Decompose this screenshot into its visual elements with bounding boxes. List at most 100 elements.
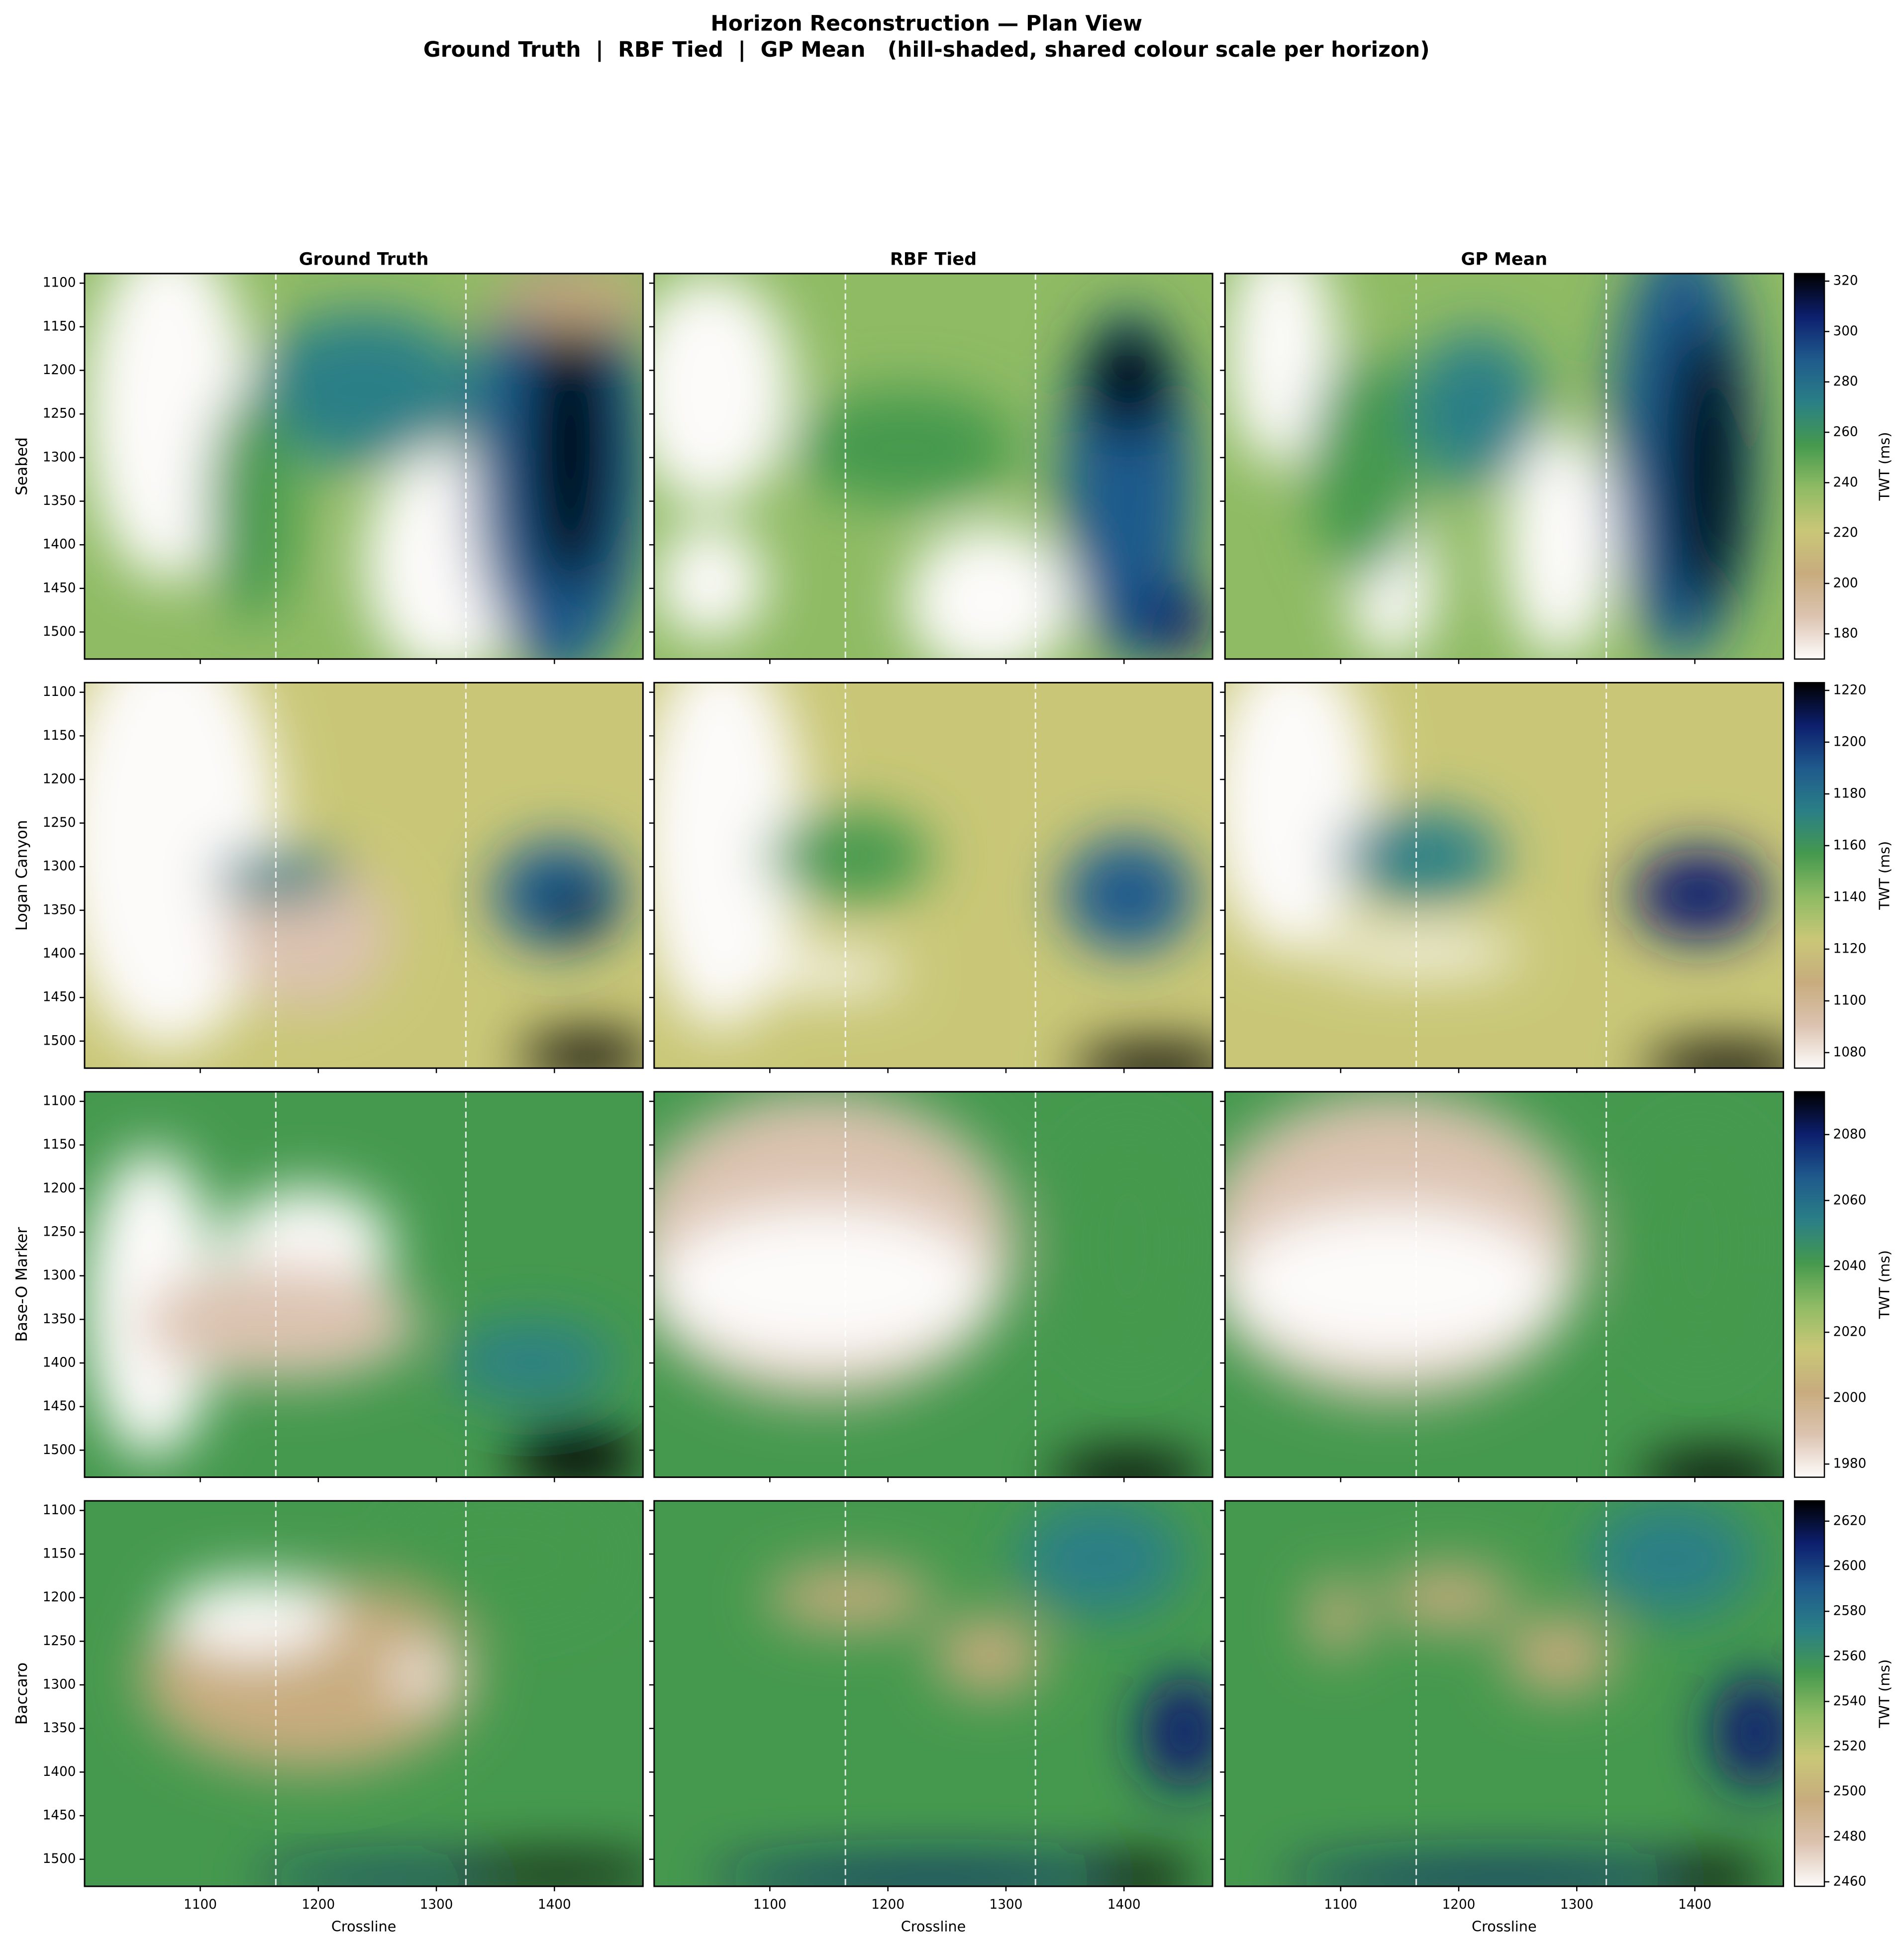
- y-tick-label: 1500: [43, 624, 76, 639]
- heatmap-blob: [447, 1859, 643, 1887]
- x-tick-label: 1400: [538, 1897, 571, 1912]
- heatmap-blob: [1409, 331, 1543, 486]
- colorbar-tick-label: 1100: [1833, 993, 1867, 1008]
- heatmap-blob: [252, 312, 476, 467]
- colorbar-tick-label: 240: [1833, 475, 1858, 490]
- map-panel: [654, 1091, 1213, 1477]
- y-tick-label: 1150: [43, 319, 76, 334]
- panel-frame: [1224, 273, 1785, 660]
- colorbar-tick-label: 1120: [1833, 941, 1867, 956]
- row-label: Logan Canyon: [13, 820, 31, 931]
- panel-frame: [1224, 1500, 1785, 1887]
- heatmap-blob: [1084, 323, 1174, 440]
- colorbar-tick-label: 2520: [1833, 1739, 1867, 1754]
- heatmap-blob: [1504, 1616, 1616, 1694]
- heatmap-texture: [654, 682, 1213, 1069]
- x-tick-label: 1300: [1560, 1897, 1594, 1912]
- colorbar-tick-label: 2460: [1833, 1874, 1867, 1889]
- panel-frame: [653, 682, 1213, 1069]
- y-tick-label: 1250: [43, 406, 76, 421]
- y-tick-label: 1250: [43, 1634, 76, 1649]
- colorbar-tick-label: 1200: [1833, 734, 1867, 749]
- colorbar-tick-label: 2600: [1833, 1558, 1867, 1573]
- y-tick-label: 1500: [43, 1851, 76, 1866]
- colorbar-tick-label: 2040: [1833, 1259, 1867, 1273]
- panel-frame: [653, 1091, 1213, 1478]
- heatmap-blob: [1336, 810, 1504, 903]
- y-tick-label: 1500: [43, 1033, 76, 1048]
- heatmap-blob: [1225, 682, 1376, 953]
- y-tick-label: 1100: [43, 1503, 76, 1518]
- y-tick-label: 1100: [43, 276, 76, 291]
- map-panel: [1225, 273, 1784, 659]
- colorbar-tick-label: 2500: [1833, 1784, 1867, 1799]
- heatmap-texture: [84, 1149, 643, 1477]
- map-panel: [84, 1501, 643, 1887]
- heatmap-blob: [1504, 427, 1616, 659]
- heatmap-blob: [1017, 1501, 1185, 1617]
- heatmap-blob: [392, 1501, 615, 1617]
- heatmap-texture: [1225, 273, 1756, 659]
- heatmap-blob: [1134, 582, 1213, 659]
- colorbar-tick-label: 320: [1833, 274, 1858, 289]
- x-tick-label: 1400: [1678, 1897, 1711, 1912]
- y-tick-label: 1350: [43, 1312, 76, 1327]
- colorbar-tick-label: 1080: [1833, 1045, 1867, 1060]
- y-tick-label: 1450: [43, 581, 76, 595]
- heatmap-blob: [1381, 1566, 1515, 1628]
- heatmap-blob: [905, 524, 1073, 659]
- heatmap-blob: [509, 1427, 643, 1477]
- heatmap-blob: [1710, 1674, 1784, 1790]
- y-tick-label: 1300: [43, 450, 76, 465]
- y-tick-label: 1250: [43, 1224, 76, 1239]
- colorbar-label: TWT (ms): [1876, 432, 1893, 501]
- x-axis-label: Crossline: [331, 1918, 397, 1935]
- y-tick-label: 1450: [43, 1808, 76, 1823]
- heatmap-blob: [520, 1033, 643, 1069]
- heatmap-texture: [654, 274, 1213, 659]
- y-tick-label: 1100: [43, 684, 76, 699]
- y-tick-label: 1450: [43, 1399, 76, 1414]
- heatmap-blob: [654, 1207, 990, 1362]
- panel-frame: [84, 1091, 644, 1478]
- heatmap-blob: [1140, 1674, 1213, 1790]
- y-tick-label: 1300: [43, 1268, 76, 1283]
- heatmap-blob: [654, 274, 794, 505]
- map-panel: [84, 682, 643, 1069]
- x-tick-label: 1200: [1442, 1897, 1476, 1912]
- colorbar-tick-label: 220: [1833, 525, 1858, 540]
- heatmap-texture: [85, 273, 643, 659]
- x-tick-label: 1300: [990, 1897, 1023, 1912]
- colorbar-tick-label: 260: [1833, 425, 1858, 440]
- y-tick-label: 1150: [43, 1137, 76, 1152]
- colorbar: [1794, 1091, 1825, 1478]
- heatmap-blob: [1643, 1045, 1784, 1069]
- panel-frame: [653, 273, 1213, 660]
- heatmap-blob: [654, 524, 766, 640]
- colorbar-tick-label: 2560: [1833, 1649, 1867, 1663]
- colorbar-tick-label: 2580: [1833, 1604, 1867, 1619]
- x-tick-label: 1300: [420, 1897, 453, 1912]
- y-tick-label: 1400: [43, 537, 76, 552]
- colorbar-tick-label: 280: [1833, 374, 1858, 389]
- x-tick-label: 1100: [1324, 1897, 1357, 1912]
- map-panel: [654, 1501, 1213, 1887]
- colorbar-tick-label: 1140: [1833, 889, 1867, 904]
- colorbar-tick-label: 1180: [1833, 786, 1867, 801]
- heatmap-blob: [168, 1578, 336, 1656]
- colorbar-tick-label: 1980: [1833, 1457, 1867, 1471]
- heatmap-texture: [84, 682, 643, 1069]
- colorbar-tick-label: 2080: [1833, 1127, 1867, 1142]
- y-tick-label: 1450: [43, 990, 76, 1005]
- panel-frame: [653, 1500, 1213, 1887]
- panel-frame: [84, 273, 644, 660]
- y-tick-label: 1200: [43, 1590, 76, 1605]
- heatmap-blob: [1073, 1045, 1213, 1069]
- heatmap-blob: [207, 389, 297, 621]
- map-panel: [1225, 1501, 1784, 1887]
- heatmap-blob: [392, 1655, 448, 1694]
- heatmap-blob: [1084, 1859, 1196, 1887]
- heatmap-blob: [213, 848, 347, 903]
- heatmap-blob: [1632, 848, 1767, 941]
